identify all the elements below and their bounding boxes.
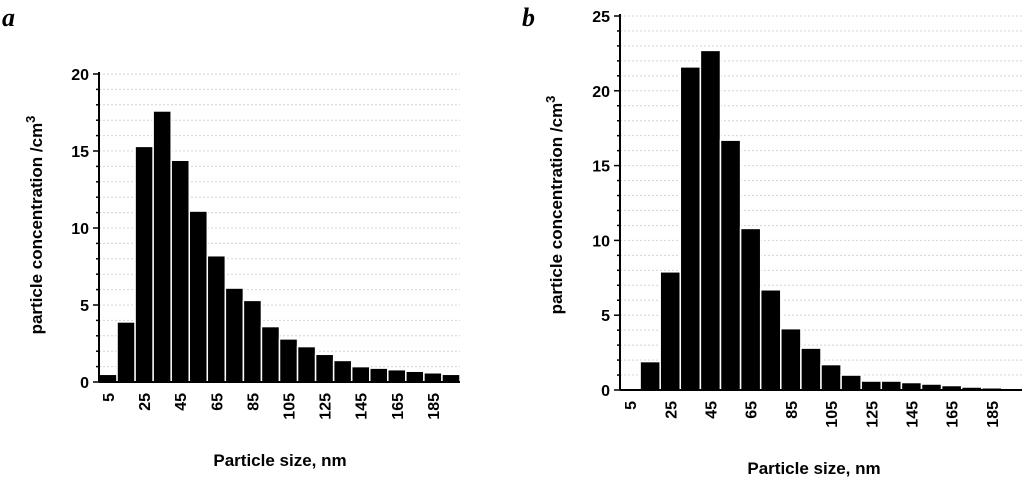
- x-tick-label: 65: [744, 401, 761, 419]
- panel-a: a 0 5 10 15 20 5 25 45 65 85 105 125 145 165 185 Part…: [2, 3, 461, 470]
- panel-b-letter: b: [522, 3, 535, 32]
- x-tick-label: 165: [390, 393, 407, 420]
- y-tick-label: 20: [592, 84, 610, 101]
- bar: [800, 347, 822, 391]
- bar: [152, 110, 172, 383]
- bar: [314, 353, 335, 383]
- bar: [134, 145, 154, 383]
- bar: [206, 254, 227, 383]
- bar: [780, 327, 802, 391]
- x-tick-label: 5: [623, 401, 640, 410]
- panel-a-x-axis-title: Particle size, nm: [213, 451, 346, 470]
- bar: [170, 159, 190, 383]
- bar: [350, 365, 371, 383]
- bar: [759, 289, 782, 391]
- bar: [242, 299, 263, 383]
- bar: [116, 321, 136, 383]
- y-tick-label: 10: [592, 233, 610, 250]
- y-tick-label: 15: [592, 159, 610, 176]
- bar: [387, 368, 407, 383]
- bar: [820, 363, 842, 391]
- panel-b-y-axis-title-superscript: 3: [543, 96, 558, 103]
- panel-b-x-tick-labels: 5 25 45 65 85 105 125 145 165 185: [623, 401, 1002, 428]
- panel-b-bars: [619, 49, 1023, 391]
- x-tick-label: 5: [101, 393, 118, 402]
- bar: [98, 373, 118, 383]
- bar: [900, 381, 923, 391]
- panel-a-y-axis-title-text: particle concentration /cm: [27, 123, 46, 335]
- y-tick-label: 10: [71, 221, 89, 238]
- bar: [405, 370, 425, 383]
- x-tick-label: 45: [703, 401, 720, 419]
- x-tick-label: 25: [137, 393, 154, 411]
- x-tick-label: 145: [904, 401, 921, 428]
- panel-b-y-tick-labels: 0 5 10 15 20 25: [592, 9, 610, 400]
- panel-b-y-axis-title-text: particle concentration /cm: [547, 103, 566, 315]
- bar: [369, 367, 389, 383]
- bar: [639, 360, 661, 391]
- bar: [880, 380, 903, 391]
- y-tick-label: 5: [80, 298, 89, 315]
- bar: [278, 338, 299, 383]
- x-tick-label: 25: [663, 401, 680, 419]
- panel-a-axes: [93, 72, 460, 383]
- x-tick-label: 105: [824, 401, 841, 428]
- x-tick-label: 145: [354, 393, 371, 420]
- panel-a-y-axis-title: particle concentration /cm3: [23, 116, 46, 335]
- x-tick-label: 185: [426, 393, 443, 420]
- x-tick-label: 65: [209, 393, 226, 411]
- x-tick-label: 85: [784, 401, 801, 419]
- panel-b-y-axis-title: particle concentration /cm3: [543, 96, 566, 315]
- panel-b: b 0 5 10 15 20 25 5 25 45 65 85 105 125 145 165 185 Pa…: [522, 3, 1023, 478]
- x-tick-label: 105: [282, 393, 299, 420]
- y-tick-label: 0: [80, 375, 89, 392]
- panel-a-x-tick-labels: 5 25 45 65 85 105 125 145 165 185: [101, 393, 443, 420]
- panel-b-gridlines: [620, 15, 1022, 376]
- bar: [332, 359, 353, 383]
- panel-a-y-tick-labels: 0 5 10 15 20: [71, 67, 89, 392]
- bar: [224, 287, 245, 383]
- bar: [679, 66, 702, 391]
- y-tick-label: 25: [592, 9, 610, 26]
- y-tick-label: 0: [601, 383, 610, 400]
- bar: [840, 374, 862, 391]
- bar: [719, 139, 742, 391]
- panel-a-y-axis-title-superscript: 3: [23, 116, 38, 123]
- bar: [699, 49, 722, 391]
- bar: [659, 271, 682, 391]
- panel-a-bars: [98, 110, 461, 383]
- x-tick-label: 185: [985, 401, 1002, 428]
- y-tick-label: 15: [71, 144, 89, 161]
- panel-a-letter: a: [2, 3, 15, 32]
- bar: [423, 372, 443, 383]
- bar: [441, 373, 461, 383]
- y-tick-label: 20: [71, 67, 89, 84]
- panel-b-axes: [614, 14, 1022, 391]
- bar: [260, 325, 281, 383]
- bar: [739, 227, 762, 391]
- x-tick-label: 165: [945, 401, 962, 428]
- bar: [188, 210, 209, 383]
- panel-b-x-axis-title: Particle size, nm: [747, 459, 880, 478]
- x-tick-label: 125: [864, 401, 881, 428]
- x-tick-label: 45: [173, 393, 190, 411]
- x-tick-label: 85: [245, 393, 262, 411]
- bar: [296, 345, 317, 383]
- y-tick-label: 5: [601, 308, 610, 325]
- x-tick-label: 125: [318, 393, 335, 420]
- bar: [860, 380, 883, 391]
